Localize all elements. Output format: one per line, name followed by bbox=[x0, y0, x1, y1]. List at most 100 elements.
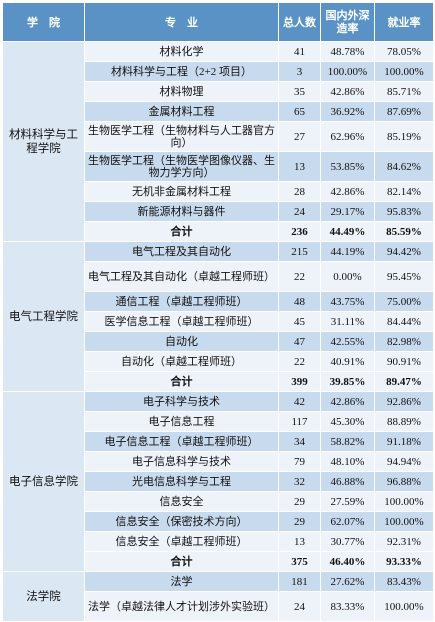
major-cell: 电子信息工程 bbox=[84, 411, 279, 432]
major-cell: 信息安全（保密技术方向） bbox=[84, 511, 279, 532]
study-rate-cell: 29.17% bbox=[320, 201, 375, 222]
count-cell: 35 bbox=[278, 81, 321, 102]
count-cell: 27 bbox=[278, 121, 321, 152]
study-rate-cell: 83.33% bbox=[320, 591, 375, 622]
employment-rate-cell: 83.43% bbox=[374, 571, 434, 592]
employment-rate-cell: 100.00% bbox=[374, 511, 434, 532]
total-study-rate: 39.85% bbox=[320, 371, 375, 392]
total-employment-rate: 85.59% bbox=[374, 221, 434, 242]
study-rate-cell: 27.62% bbox=[320, 571, 375, 592]
table-row: 材料科学与工程（2+2 项目） 3 100.00% 100.00% bbox=[3, 61, 434, 82]
employment-rate-cell: 82.98% bbox=[374, 331, 434, 352]
count-cell: 29 bbox=[278, 491, 321, 512]
count-cell: 79 bbox=[278, 451, 321, 472]
table-row: 材料科学与工程学院 材料化学 41 48.78% 78.05% bbox=[2, 41, 434, 242]
count-cell: 117 bbox=[278, 411, 321, 432]
employment-rate-cell: 92.31% bbox=[374, 531, 434, 552]
employment-rate-cell: 90.91% bbox=[374, 351, 434, 372]
count-cell: 32 bbox=[278, 471, 321, 492]
total-study-rate: 44.49% bbox=[320, 221, 375, 242]
employment-rate-cell: 94.94% bbox=[374, 451, 434, 472]
study-rate-cell: 31.11% bbox=[320, 311, 375, 332]
employment-rate-cell: 84.62% bbox=[374, 151, 434, 182]
count-cell: 45 bbox=[278, 311, 321, 332]
table-row: 法学院 法学 181 27.62% 83.43% bbox=[2, 571, 434, 622]
total-count: 375 bbox=[278, 551, 321, 572]
count-cell: 3 bbox=[278, 61, 321, 82]
count-cell: 28 bbox=[278, 181, 321, 202]
header-employment-rate: 就业率 bbox=[374, 2, 434, 42]
total-row: 合计 375 46.40% 93.33% bbox=[3, 551, 434, 572]
total-label: 合计 bbox=[84, 221, 279, 242]
header-school: 学 院 bbox=[2, 2, 85, 42]
major-cell: 电子科学与技术 bbox=[84, 391, 279, 412]
employment-rate-cell: 85.71% bbox=[374, 81, 434, 102]
employment-rate-cell: 84.44% bbox=[374, 311, 434, 332]
table-row: 电气工程及其自动化（卓越工程师班） 22 0.00% 95.45% bbox=[3, 261, 434, 292]
study-rate-cell: 42.86% bbox=[320, 391, 375, 412]
study-rate-cell: 46.88% bbox=[320, 471, 375, 492]
major-cell: 材料物理 bbox=[84, 81, 279, 102]
count-cell: 65 bbox=[278, 101, 321, 122]
study-rate-cell: 45.30% bbox=[320, 411, 375, 432]
table-row: 医学信息工程（卓越工程师班） 45 31.11% 84.44% bbox=[3, 311, 434, 332]
total-employment-rate: 93.33% bbox=[374, 551, 434, 572]
employment-rate-cell: 95.45% bbox=[374, 261, 434, 292]
employment-rate-cell: 75.00% bbox=[374, 291, 434, 312]
header-study-rate: 国内外深造率 bbox=[320, 2, 375, 42]
study-rate-cell: 36.92% bbox=[320, 101, 375, 122]
study-rate-cell: 48.10% bbox=[320, 451, 375, 472]
count-cell: 13 bbox=[278, 151, 321, 182]
count-cell: 24 bbox=[278, 201, 321, 222]
study-rate-cell: 43.75% bbox=[320, 291, 375, 312]
total-label: 合计 bbox=[84, 371, 279, 392]
employment-rate-cell: 85.19% bbox=[374, 121, 434, 152]
table-row: 电子信息科学与技术 79 48.10% 94.94% bbox=[3, 451, 434, 472]
employment-rate-cell: 78.05% bbox=[374, 41, 434, 62]
major-cell: 材料化学 bbox=[84, 41, 279, 62]
major-cell: 信息安全（卓越工程师班） bbox=[84, 531, 279, 552]
total-employment-rate: 89.47% bbox=[374, 371, 434, 392]
major-cell: 电气工程及其自动化 bbox=[84, 241, 279, 262]
study-rate-cell: 48.78% bbox=[320, 41, 375, 62]
total-label: 合计 bbox=[84, 551, 279, 572]
major-cell: 电子信息工程（卓越工程师班） bbox=[84, 431, 279, 452]
study-rate-cell: 27.59% bbox=[320, 491, 375, 512]
major-cell: 自动化 bbox=[84, 331, 279, 352]
major-cell: 生物医学工程（生物材料与人工器官方向） bbox=[84, 121, 279, 152]
major-cell: 电子信息科学与技术 bbox=[84, 451, 279, 472]
count-cell: 215 bbox=[278, 241, 321, 262]
study-rate-cell: 62.07% bbox=[320, 511, 375, 532]
employment-rate-cell: 82.14% bbox=[374, 181, 434, 202]
study-rate-cell: 53.85% bbox=[320, 151, 375, 182]
study-rate-cell: 44.19% bbox=[320, 241, 375, 262]
count-cell: 48 bbox=[278, 291, 321, 312]
school-name: 电气工程学院 bbox=[2, 241, 85, 392]
school-name: 法学院 bbox=[2, 571, 85, 622]
total-study-rate: 46.40% bbox=[320, 551, 375, 572]
employment-rate-cell: 96.88% bbox=[374, 471, 434, 492]
count-cell: 47 bbox=[278, 331, 321, 352]
table-row: 电子信息工程 117 45.30% 88.89% bbox=[3, 411, 434, 432]
employment-rate-cell: 91.18% bbox=[374, 431, 434, 452]
header-count: 总人数 bbox=[278, 2, 321, 42]
count-cell: 24 bbox=[278, 591, 321, 622]
total-row: 合计 236 44.49% 85.59% bbox=[3, 221, 434, 242]
study-rate-cell: 42.86% bbox=[320, 181, 375, 202]
employment-rate-cell: 100.00% bbox=[374, 61, 434, 82]
major-cell: 金属材料工程 bbox=[84, 101, 279, 122]
count-cell: 42 bbox=[278, 391, 321, 412]
table-row: 电子信息学院 电子科学与技术 42 42.86% 92.86% bbox=[2, 391, 434, 572]
employment-rate-cell: 100.00% bbox=[374, 591, 434, 622]
header-major: 专 业 bbox=[84, 2, 279, 42]
count-cell: 181 bbox=[278, 571, 321, 592]
study-rate-cell: 42.86% bbox=[320, 81, 375, 102]
study-rate-cell: 62.96% bbox=[320, 121, 375, 152]
major-cell: 光电信息科学与工程 bbox=[84, 471, 279, 492]
count-cell: 34 bbox=[278, 431, 321, 452]
study-rate-cell: 42.55% bbox=[320, 331, 375, 352]
table-row: 生物医学工程（生物医学图像仪器、生物力学方向） 13 53.85% 84.62% bbox=[3, 151, 434, 182]
count-cell: 29 bbox=[278, 511, 321, 532]
study-rate-cell: 30.77% bbox=[320, 531, 375, 552]
